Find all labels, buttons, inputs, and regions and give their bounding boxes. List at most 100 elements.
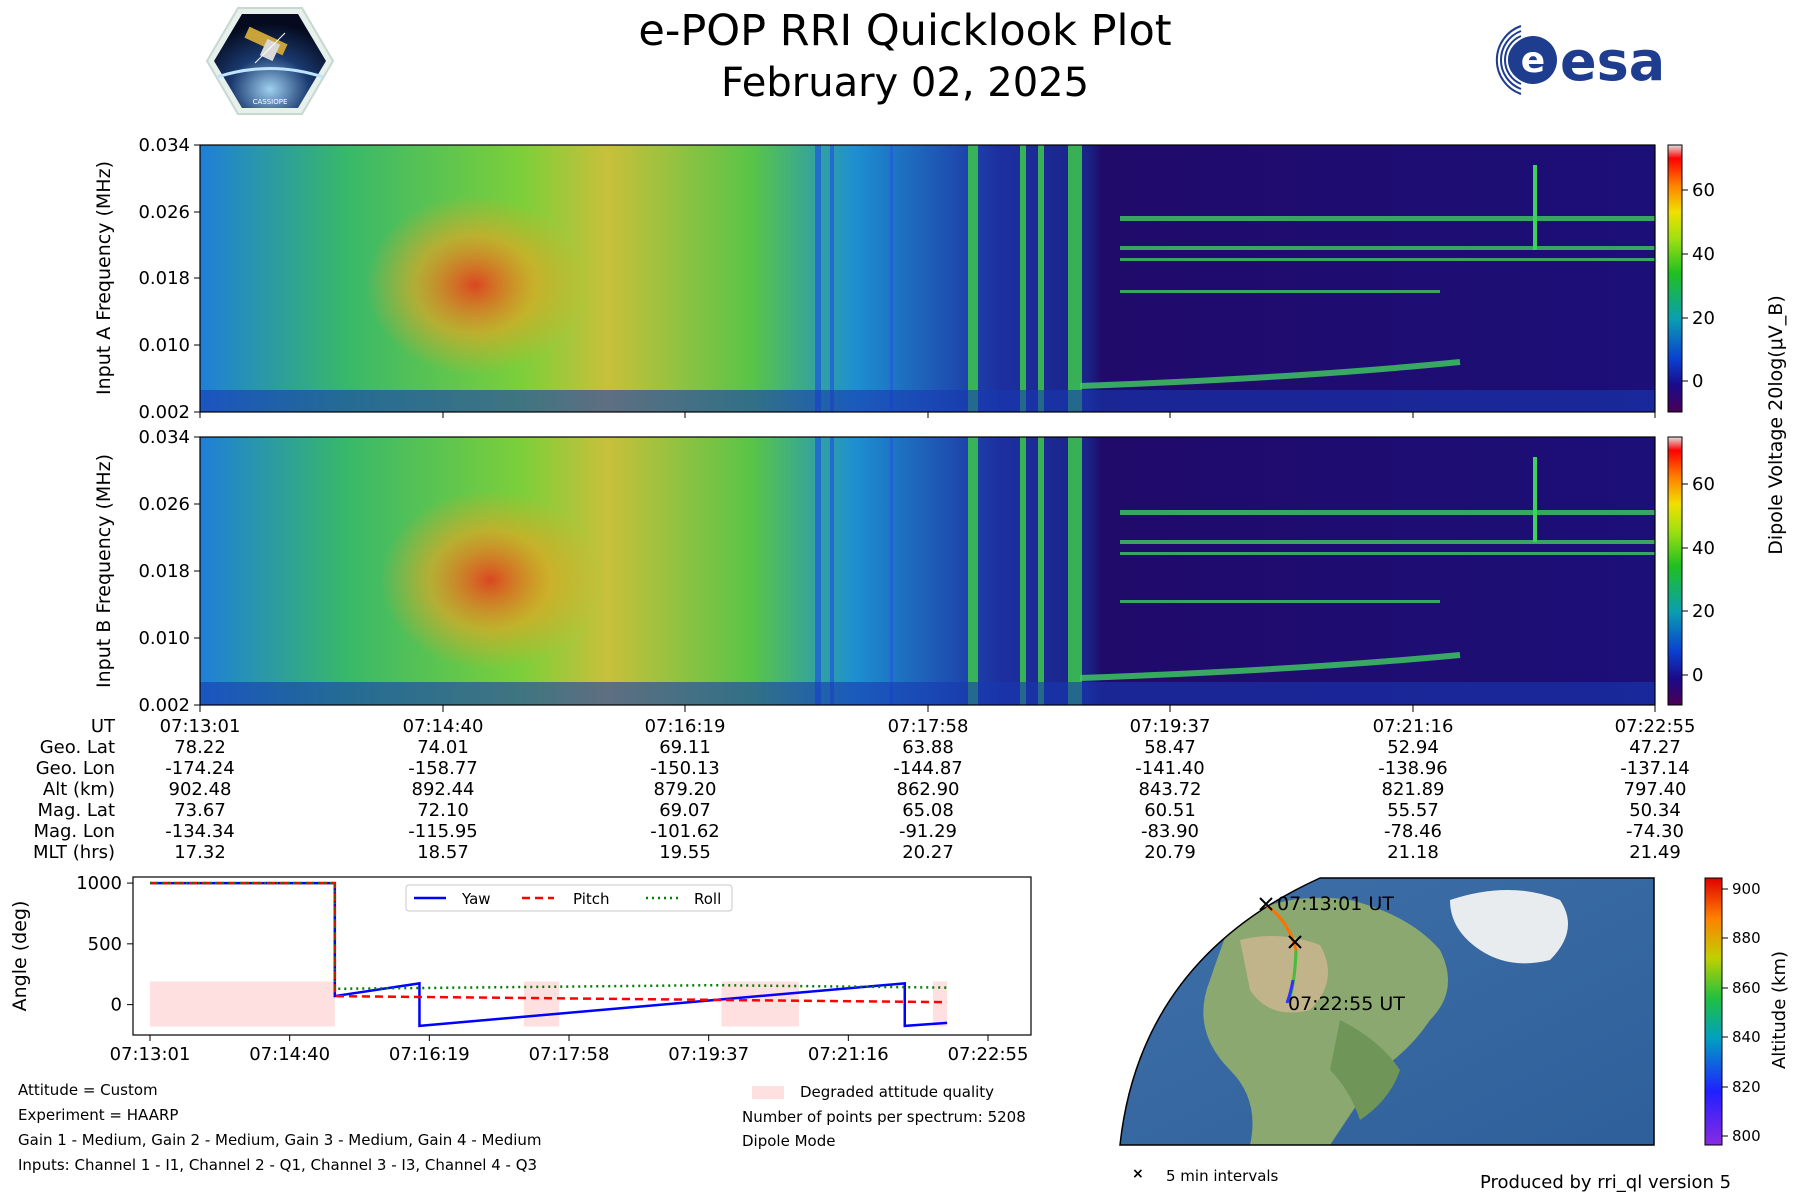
attitude-ytick: 500 — [88, 934, 122, 955]
ephemeris-value: 797.40 — [1623, 779, 1687, 800]
ephemeris-value: -144.87 — [893, 758, 963, 779]
ephemeris-value: -134.34 — [165, 821, 235, 842]
degraded-interval — [932, 981, 948, 1027]
voltage-colorbar-a: 60 40 20 0 — [1667, 144, 1715, 413]
interval-marker-label: 5 min intervals — [1166, 1167, 1279, 1185]
ephemeris-label: Mag. Lon — [33, 821, 115, 842]
cassiope-logo-text: CASSIOPE — [253, 98, 288, 106]
panel-a-ytick: 0.034 — [138, 135, 190, 156]
legend-roll: Roll — [694, 890, 721, 908]
attitude-y-axis: 1000 500 0 — [76, 873, 133, 1016]
ephemeris-value: 60.51 — [1144, 800, 1196, 821]
page-title: e-POP RRI Quicklook Plot — [638, 6, 1172, 56]
ephemeris-value: 50.34 — [1629, 800, 1681, 821]
ephemeris-value: 843.72 — [1138, 779, 1202, 800]
degraded-interval — [150, 981, 335, 1027]
degraded-legend-label: Degraded attitude quality — [800, 1083, 995, 1101]
ephemeris-value: -83.90 — [1140, 821, 1200, 842]
ephemeris-label: MLT (hrs) — [32, 842, 115, 863]
ephemeris-value: -74.30 — [1625, 821, 1685, 842]
panel-b-ytick: 0.034 — [138, 427, 190, 448]
ephemeris-value: -141.40 — [1135, 758, 1205, 779]
spectrogram-area: 0.034 0.026 0.018 0.010 0.002 Input A Fr… — [93, 135, 1787, 716]
experiment-info: Experiment = HAARP — [18, 1106, 179, 1124]
attitude-x-axis: 07:13:01 07:14:40 07:16:19 07:17:58 07:19:37… — [110, 1035, 1029, 1065]
ephemeris-value: 55.57 — [1387, 800, 1439, 821]
ephemeris-value: -137.14 — [1620, 758, 1690, 779]
panel-a-ylabel: Input A Frequency (MHz) — [93, 161, 115, 395]
ephemeris-value: -158.77 — [408, 758, 478, 779]
ephemeris-value: 73.67 — [174, 800, 226, 821]
spectrogram-x-ticks — [199, 412, 1656, 712]
inputs-info: Inputs: Channel 1 - I1, Channel 2 - Q1, … — [18, 1156, 538, 1174]
ephemeris-value: 21.18 — [1387, 842, 1439, 863]
ephemeris-value: 78.22 — [174, 737, 226, 758]
ephemeris-value: 07:22:55 — [1614, 716, 1696, 737]
ephemeris-value: 69.11 — [659, 737, 711, 758]
produced-by: Produced by rri_ql version 5 — [1480, 1172, 1732, 1193]
attitude-xtick: 07:13:01 — [110, 1044, 191, 1065]
ephemeris-value: 20.27 — [902, 842, 954, 863]
altitude-tick: 840 — [1732, 1028, 1761, 1046]
ephemeris-value: 07:16:19 — [644, 716, 726, 737]
attitude-xtick: 07:17:58 — [529, 1044, 610, 1065]
ephemeris-value: 862.90 — [896, 779, 960, 800]
cassiope-logo: CASSIOPE — [205, 7, 335, 115]
ephemeris-value: 47.27 — [1629, 737, 1681, 758]
attitude-chart: 1000 500 0 07:13:01 07:14:40 07:16:19 07:17:5… — [9, 873, 1032, 1065]
degraded-intervals — [150, 981, 948, 1027]
ephemeris-value: 902.48 — [168, 779, 232, 800]
attitude-xtick: 07:16:19 — [389, 1044, 470, 1065]
ephemeris-value: 63.88 — [902, 737, 954, 758]
ephemeris-value: 65.08 — [902, 800, 954, 821]
panel-a-ytick: 0.002 — [138, 402, 190, 423]
ephemeris-value: 52.94 — [1387, 737, 1439, 758]
ephemeris-value: 58.47 — [1144, 737, 1196, 758]
ephemeris-value: -115.95 — [408, 821, 478, 842]
map-end-label: 07:22:55 UT — [1288, 993, 1405, 1015]
altitude-tick: 900 — [1732, 880, 1761, 898]
voltage-colorbar-tick: 20 — [1692, 601, 1715, 622]
ephemeris-value: 07:21:16 — [1372, 716, 1454, 737]
ephemeris-value: -138.96 — [1378, 758, 1448, 779]
legend-yaw: Yaw — [461, 890, 491, 908]
ephemeris-value: 19.55 — [659, 842, 711, 863]
panel-a-ytick: 0.018 — [138, 268, 190, 289]
degraded-legend-swatch — [752, 1086, 784, 1099]
altitude-tick: 860 — [1732, 979, 1761, 997]
ephemeris-value: -101.62 — [650, 821, 720, 842]
voltage-colorbar-label: Dipole Voltage 20log(μV_B) — [1765, 295, 1787, 555]
ephemeris-value: 07:14:40 — [402, 716, 484, 737]
ephemeris-value: 21.49 — [1629, 842, 1681, 863]
ephemeris-value: 879.20 — [653, 779, 717, 800]
spectrogram-panel-b — [199, 436, 1656, 706]
ephemeris-value: -78.46 — [1383, 821, 1443, 842]
attitude-info: Attitude = Custom — [18, 1081, 158, 1099]
ephemeris-label: UT — [90, 716, 115, 737]
map-start-label: 07:13:01 UT — [1277, 893, 1394, 915]
ephemeris-value: -174.24 — [165, 758, 235, 779]
attitude-line-yaw — [150, 881, 948, 1028]
ephemeris-value: 72.10 — [417, 800, 469, 821]
altitude-tick: 820 — [1732, 1078, 1761, 1096]
attitude-ytick: 1000 — [76, 873, 122, 894]
attitude-ylabel: Angle (deg) — [9, 901, 31, 1012]
altitude-tick: 880 — [1732, 929, 1761, 947]
attitude-xtick: 07:21:16 — [808, 1044, 889, 1065]
attitude-xtick: 07:19:37 — [668, 1044, 749, 1065]
ephemeris-value: 17.32 — [174, 842, 226, 863]
mode-info: Dipole Mode — [742, 1132, 836, 1150]
esa-logo-text: esa — [1560, 30, 1665, 93]
svg-text:e: e — [1521, 40, 1545, 81]
panel-b-ytick: 0.010 — [138, 628, 190, 649]
gain-info: Gain 1 - Medium, Gain 2 - Medium, Gain 3… — [18, 1131, 542, 1149]
panel-a-ytick: 0.026 — [138, 202, 190, 223]
ephemeris-value: 07:19:37 — [1129, 716, 1211, 737]
attitude-legend: Yaw Pitch Roll — [405, 884, 733, 912]
altitude-colorbar-label: Altitude (km) — [1769, 951, 1790, 1069]
ephemeris-value: -91.29 — [898, 821, 958, 842]
attitude-xtick: 07:22:55 — [948, 1044, 1029, 1065]
esa-logo: e esa — [1495, 25, 1665, 95]
voltage-colorbar-tick: 40 — [1692, 538, 1715, 559]
voltage-colorbar-tick: 60 — [1692, 474, 1715, 495]
